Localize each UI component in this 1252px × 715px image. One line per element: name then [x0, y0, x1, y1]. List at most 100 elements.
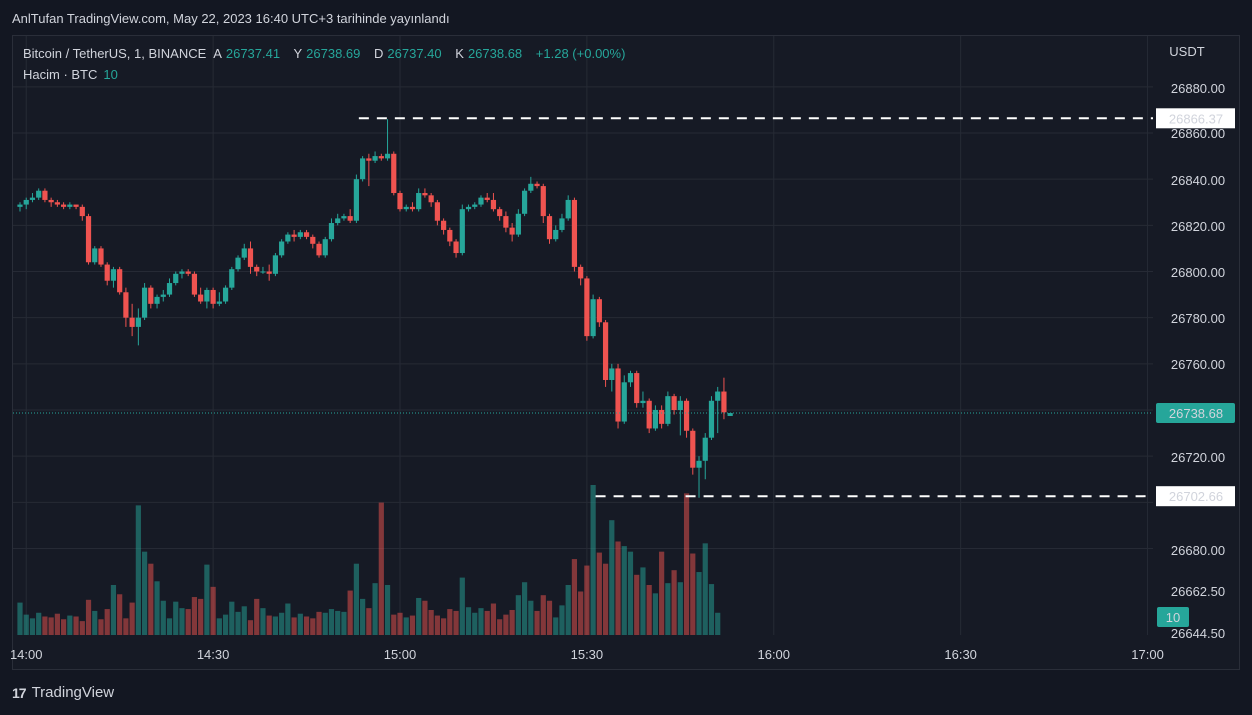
volume-bar: [665, 583, 671, 635]
volume-bar: [490, 603, 497, 635]
volume-last-label: 10: [1166, 610, 1180, 625]
low-label: D: [374, 46, 384, 61]
brand-name: TradingView: [31, 684, 115, 701]
candle-body: [422, 193, 428, 196]
volume-bar: [185, 609, 191, 635]
candle-body: [708, 400, 715, 438]
volume-bar: [584, 565, 590, 635]
volume-bar: [303, 616, 310, 635]
candle-body: [590, 299, 596, 337]
price-tick-label: 26860.00: [1171, 126, 1225, 141]
candle-body: [627, 373, 634, 383]
candle-body: [285, 234, 291, 242]
candle-body: [727, 413, 733, 416]
volume-bar: [503, 614, 509, 635]
volume-bar: [428, 610, 434, 635]
volume-bar: [540, 595, 546, 635]
candle-body: [241, 248, 247, 258]
volume-bar: [559, 605, 565, 635]
candle-body: [210, 289, 216, 304]
candle-body: [521, 190, 528, 214]
open-label: A: [213, 46, 222, 61]
high-value: 26738.69: [306, 46, 361, 61]
candle-body: [584, 278, 590, 337]
candle-body: [571, 199, 578, 267]
candle-body: [559, 218, 565, 230]
candle-body: [341, 216, 347, 219]
volume-bar: [191, 597, 198, 635]
candle-body: [391, 153, 397, 194]
volume-bar: [104, 609, 110, 635]
volume-label[interactable]: Hacim · BTC: [23, 67, 98, 82]
candle-body: [36, 190, 42, 198]
candle-body: [222, 287, 229, 302]
close-label: K: [455, 46, 464, 61]
volume-bar: [659, 551, 665, 635]
volume-bar: [241, 606, 247, 635]
candle-body: [715, 391, 721, 401]
candle-body: [621, 382, 627, 422]
volume-bar: [129, 602, 135, 635]
volume-bar: [73, 616, 79, 635]
volume-bar: [534, 610, 540, 635]
volume-bar: [36, 612, 42, 635]
volume-bar: [347, 590, 353, 635]
candle-body: [191, 273, 198, 295]
volume-bar: [23, 614, 29, 635]
volume-bar: [272, 616, 279, 635]
volume-bar: [397, 612, 403, 635]
volume-bar: [640, 567, 646, 635]
candle-body: [372, 156, 378, 161]
candle-body: [247, 248, 254, 267]
candle-body: [148, 287, 154, 304]
price-tick-label: 26800.00: [1171, 265, 1225, 280]
time-tick-label: 15:00: [384, 647, 417, 662]
volume-bar: [92, 610, 98, 635]
volume-bar: [434, 615, 440, 635]
volume-bar: [422, 600, 428, 635]
volume-bar: [173, 601, 179, 635]
tradingview-brand[interactable]: 17 TradingView: [12, 684, 114, 701]
candle-body: [378, 156, 384, 159]
candle-body: [166, 283, 173, 295]
candle-body: [609, 368, 615, 380]
price-axis-unit: USDT: [1169, 44, 1204, 59]
candle-body: [503, 216, 509, 228]
candle-body: [528, 183, 534, 191]
candle-body: [204, 289, 210, 302]
volume-last-label-bg: [1157, 607, 1189, 627]
symbol-name[interactable]: Bitcoin / TetherUS, 1, BINANCE: [23, 46, 207, 61]
volume-bar: [85, 599, 92, 635]
candle-body: [659, 410, 665, 424]
candle-body: [135, 317, 141, 327]
last-price-label-bg: [1156, 403, 1235, 424]
price-tick-label: 26644.50: [1171, 626, 1225, 641]
candle-body: [328, 223, 335, 240]
volume-bar: [54, 613, 60, 635]
volume-bar: [29, 618, 36, 635]
volume-bar: [110, 585, 117, 635]
candle-body: [634, 373, 640, 404]
price-tick-label: 26760.00: [1171, 357, 1225, 372]
volume-bar: [391, 614, 397, 635]
candle-body: [416, 193, 422, 210]
volume-bar: [123, 618, 129, 635]
volume-bar: [353, 563, 359, 635]
volume-bar: [708, 584, 715, 635]
volume-bar: [465, 607, 472, 635]
volume-bar: [216, 618, 222, 635]
candle-body: [696, 460, 702, 468]
high-label: Y: [293, 46, 303, 61]
volume-bar: [148, 563, 154, 635]
candle-body: [652, 410, 659, 429]
volume-bar: [291, 617, 297, 635]
volume-bar: [42, 616, 48, 635]
close-value: 26738.68: [467, 46, 523, 61]
candle-body: [397, 193, 403, 210]
candle-body: [640, 400, 646, 404]
candle-body: [297, 232, 303, 237]
volume-bar: [683, 493, 690, 635]
candle-body: [104, 264, 110, 281]
volume-bar: [403, 617, 409, 635]
